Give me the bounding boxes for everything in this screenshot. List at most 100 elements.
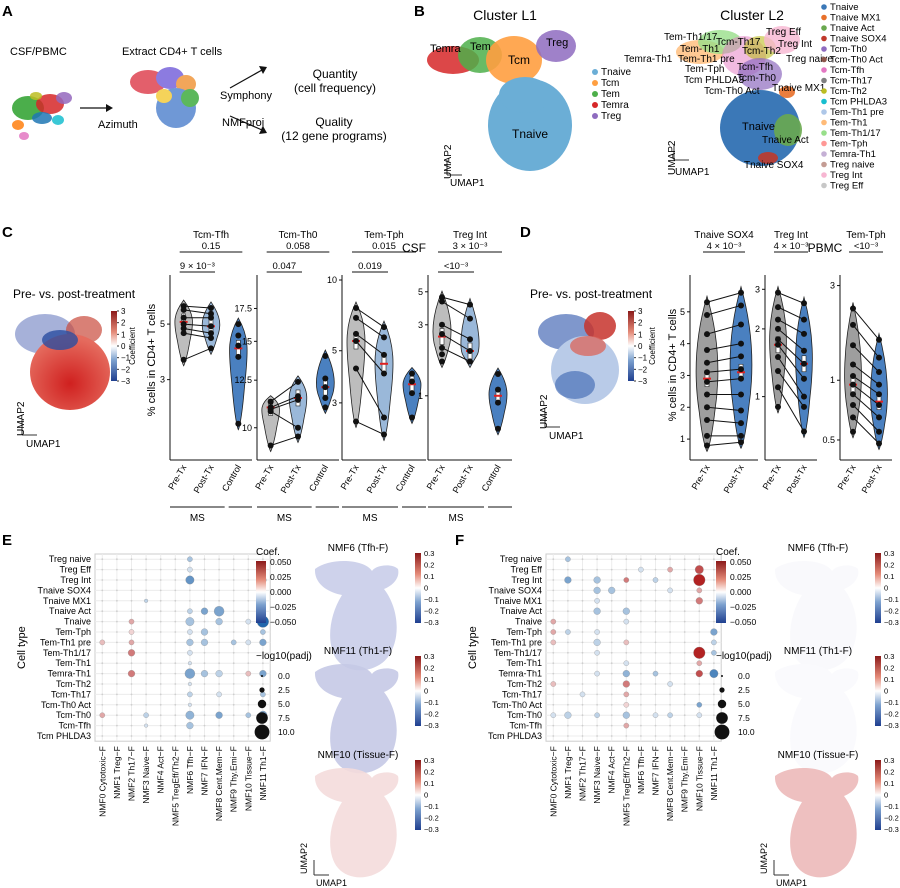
background-dot [130,662,133,665]
background-dot [232,599,235,602]
background-dot [596,662,598,665]
background-dot [101,683,104,685]
background-dot [116,735,118,737]
background-dot [247,579,250,581]
panel-label-a: A [2,3,13,20]
nmf-colorbar [415,760,421,830]
row-label: Tcm PHLDA3 [488,731,542,741]
y-tick-label: 5 [418,287,423,297]
l2-label: Temra-Th1 [624,54,673,65]
legend-label: Tnaive SOX4 [830,34,887,45]
colorbar-tick-label: 1 [638,330,643,339]
background-dot [203,703,206,706]
background-dot [596,703,598,706]
pair-line [777,356,805,397]
background-dot [203,579,206,581]
legend-dot [592,102,598,108]
y-tick-label: 1 [830,375,835,385]
background-dot [698,631,701,633]
legend-label: Tem-Th1/17 [830,128,881,139]
column-label: NMF11 Th1−F [709,746,719,800]
l1-label: Treg [546,37,568,49]
pair-line [706,419,742,424]
background-dot [625,631,628,633]
background-dot [218,651,221,654]
background-dot [101,610,104,613]
pair-line [270,399,299,410]
pair-line [852,324,880,358]
legend-dot [821,140,827,147]
data-point [409,378,415,385]
legend-dot [821,77,827,84]
background-dot [640,662,642,665]
y-tick-label: 3 [160,375,165,385]
umap-axis-label: UMAP1 [776,878,807,888]
legend-label: Treg [601,111,621,122]
legend-dot [821,182,827,189]
pair-line [777,344,805,380]
background-dot [174,568,177,571]
c-umap-title: Pre- vs. post-treatment [13,287,136,301]
data-point [409,390,415,397]
data-dot [623,702,630,708]
legend-label: Tnaive [830,2,859,13]
data-dot [693,574,706,586]
row-label: Tcm PHLDA3 [37,731,91,741]
l2-label: Tcm-Th0 Act [704,86,760,97]
nmf-colorbar-tick: −0.1 [424,698,439,707]
data-dot [187,661,192,666]
background-dot [247,631,250,633]
data-dot [623,660,630,666]
l2-label: Tnaive SOX4 [744,160,804,171]
nmf-colorbar-tick: −0.1 [884,595,899,604]
p-value-label: 0.15 [202,241,221,252]
size-legend-dot [716,712,728,724]
dotplot-frame [545,553,722,742]
background-dot [174,693,177,696]
column-label: NMF11 Th1−F [258,746,268,800]
colorbar-tick-label: 0 [121,342,126,351]
background-dot [581,724,584,727]
nmf-umap-title: NMF11 (Th1-F) [324,646,392,657]
background-dot [669,693,671,696]
pair-line [183,323,212,327]
background-dot [247,651,250,654]
background-dot [218,703,221,706]
pair-line [706,441,742,446]
quantity-sub-label: (cell frequency) [294,81,376,95]
row-label: Tnaive Act [49,606,92,616]
legend-dot [821,130,827,136]
nmf-colorbar-tick: 0 [424,584,428,593]
background-dot [581,610,584,613]
colorbar-tick-label: −1 [121,354,131,363]
size-legend-title: −log10(padj) [256,651,312,662]
l2-axes: UMAP2 UMAP1 [667,140,710,178]
background-dot [654,662,657,665]
y-tick-label: 10 [242,423,252,433]
data-dot [187,691,193,698]
colorbar-tick-label: 2 [638,319,643,328]
data-dot [187,556,193,562]
group-label: MS [277,513,292,524]
background-dot [596,620,598,623]
background-dot [713,693,715,696]
data-dot [623,722,630,729]
background-dot [654,620,657,623]
background-dot [683,662,686,665]
quality-sub-label: (12 gene programs) [281,129,386,143]
pair-line [706,378,742,383]
pair-line [183,332,212,339]
data-dot [200,670,209,678]
pair-line [441,324,471,340]
legend-dot [821,161,827,168]
x-tick-label: Control [394,463,417,493]
size-tick-label: 10.0 [738,727,755,737]
column-label: NMF7 IFN−F [651,746,661,795]
data-dot [215,618,223,626]
background-dot [203,558,206,561]
nmf-colorbar-tick: −0.2 [884,710,899,719]
legend-dot [821,109,827,115]
data-dot [259,638,267,646]
legend-label: Tem-Th1 pre [830,107,884,118]
